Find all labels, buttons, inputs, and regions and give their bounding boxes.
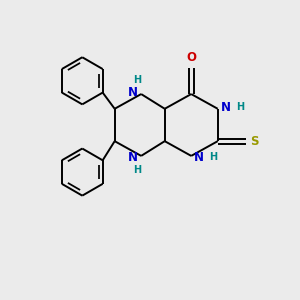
Text: H: H (133, 75, 141, 85)
Text: N: N (194, 151, 204, 164)
Text: N: N (128, 151, 138, 164)
Text: H: H (236, 102, 244, 112)
Text: O: O (186, 51, 196, 64)
Text: S: S (250, 135, 259, 148)
Text: H: H (209, 152, 217, 162)
Text: H: H (133, 165, 141, 175)
Text: N: N (221, 101, 231, 114)
Text: N: N (128, 86, 138, 99)
